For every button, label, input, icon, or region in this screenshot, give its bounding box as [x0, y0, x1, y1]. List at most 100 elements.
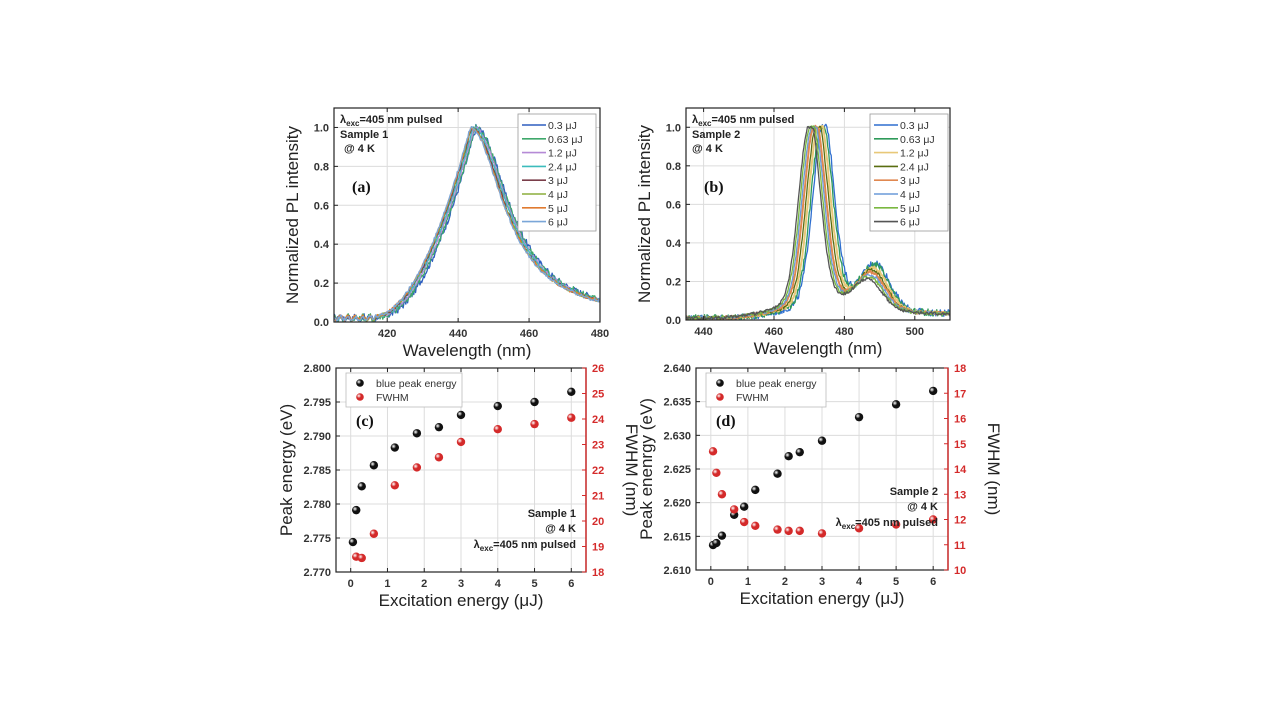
data-point-fwhm	[729, 505, 739, 514]
data-point-peak-energy	[456, 410, 466, 420]
x-tick-label: 3	[458, 578, 464, 590]
legend-marker	[716, 393, 724, 401]
y-tick-label: 0.2	[666, 276, 681, 288]
legend-marker	[716, 379, 724, 387]
data-point-peak-energy	[717, 531, 727, 540]
data-point-peak-energy	[369, 461, 379, 470]
sample-annotation: Sample 1	[528, 508, 576, 520]
temperature-annotation: @ 4 K	[344, 143, 375, 155]
data-point-fwhm	[456, 437, 466, 447]
legend-entry: 3 μJ	[548, 175, 568, 187]
x-tick-label: 1	[745, 576, 751, 588]
y2-tick-label: 18	[954, 363, 966, 375]
data-point-peak-energy	[352, 505, 361, 515]
legend-entry: 1.2 μJ	[900, 148, 929, 160]
y2-tick-label: 10	[954, 565, 966, 577]
y-tick-label: 2.625	[663, 464, 691, 476]
data-point-peak-energy	[784, 452, 793, 461]
legend-box	[345, 372, 463, 408]
data-point-peak-energy	[928, 386, 938, 396]
temperature-annotation: @ 4 K	[907, 501, 938, 513]
x-tick-label: 5	[531, 578, 537, 590]
series-group	[334, 123, 600, 322]
x-tick-label: 460	[765, 326, 783, 338]
y-tick-label: 0.0	[314, 317, 329, 329]
x-tick-label: 440	[449, 328, 467, 340]
x-tick-label: 420	[378, 328, 396, 340]
data-point-peak-energy	[712, 538, 721, 548]
y-tick-label: 2.780	[303, 499, 331, 511]
y2-tick-label: 12	[954, 515, 966, 527]
legend-entry: 0.3 μJ	[900, 120, 929, 132]
plot-frame	[685, 107, 951, 321]
data-point-fwhm	[928, 515, 938, 524]
y2-tick-label: 19	[592, 542, 604, 554]
data-point-fwhm	[390, 481, 400, 490]
y-tick-label: 0.0	[666, 315, 681, 327]
data-point-peak-energy	[891, 400, 901, 409]
y-tick-label: 2.800	[303, 363, 331, 375]
y2-axis-label: FWHM (nm)	[622, 424, 641, 517]
y2-tick-label: 23	[592, 440, 604, 452]
panel-c: 0 1 2 3 4 5 62.7702.7752.7802.7852.7902.7952.8…	[277, 363, 641, 610]
legend-entry: 4 μJ	[548, 189, 568, 201]
y-tick-label: 1.0	[314, 122, 329, 134]
y2-tick-label: 25	[592, 389, 604, 401]
y-tick-label: 2.770	[303, 567, 331, 579]
data-point-fwhm	[773, 525, 782, 534]
data-point-fwhm	[567, 413, 576, 422]
y2-tick-label: 16	[954, 414, 966, 426]
x-tick-label: 2	[782, 576, 788, 588]
data-point-peak-energy	[412, 429, 422, 438]
data-point-fwhm	[369, 529, 379, 538]
plot-frame	[333, 107, 601, 323]
excitation-annotation: λexc=405 nm pulsed	[836, 517, 938, 531]
data-point-peak-energy	[739, 502, 749, 511]
sample-annotation: Sample 2	[890, 486, 938, 498]
y-tick-label: 2.615	[663, 531, 691, 543]
legend-entry: 0.63 μJ	[548, 134, 583, 146]
y-tick-label: 0.2	[314, 278, 329, 290]
y-tick-label: 0.6	[666, 199, 681, 211]
x-tick-label: 4	[495, 578, 502, 590]
y-tick-label: 2.620	[663, 498, 691, 510]
data-point-fwhm	[717, 490, 727, 499]
series-line-7	[334, 126, 600, 322]
y2-tick-label: 24	[592, 414, 605, 426]
data-point-peak-energy	[493, 401, 502, 411]
panel-a: 420 440 460 480 0.0 0.2 0.4 0.6 0.8 1.0 Wavelength…	[283, 107, 609, 360]
data-point-peak-energy	[348, 537, 358, 547]
legend-entry: 0.63 μJ	[900, 134, 935, 146]
y2-tick-label: 17	[954, 388, 966, 400]
panel-label: (c)	[356, 413, 374, 430]
data-point-fwhm	[795, 526, 804, 536]
data-point-fwhm	[739, 517, 749, 527]
data-point-peak-energy	[854, 412, 864, 422]
legend-entry: blue peak energy	[376, 378, 457, 390]
y-tick-label: 0.6	[314, 200, 329, 212]
legend-entry: 1.2 μJ	[548, 148, 577, 160]
x-axis-label: Wavelength (nm)	[403, 341, 532, 360]
panel-b: 440 460 480 500 0.0 0.2 0.4 0.6 0.8 1.0 Wavelength…	[635, 107, 951, 358]
data-point-peak-energy	[817, 436, 827, 445]
y2-axis-label: FWHM (nm)	[984, 423, 1003, 516]
y-tick-label: 2.610	[663, 565, 691, 577]
legend-entry: 5 μJ	[900, 203, 920, 215]
y-tick-label: 0.8	[666, 161, 681, 173]
x-tick-label: 440	[694, 326, 712, 338]
data-point-fwhm	[493, 425, 502, 434]
x-tick-label: 460	[520, 328, 538, 340]
y-axis-label: Peak enenrgy (eV)	[637, 398, 656, 540]
legend-entry: 6 μJ	[548, 217, 568, 229]
data-point-fwhm	[712, 468, 721, 477]
y2-tick-label: 20	[592, 516, 604, 528]
temperature-annotation: @ 4 K	[692, 143, 723, 155]
x-tick-label: 1	[384, 578, 390, 590]
legend-box	[517, 113, 597, 232]
panel-label: (b)	[704, 179, 724, 196]
legend-entry: 3 μJ	[900, 175, 920, 187]
data-point-fwhm	[891, 520, 901, 529]
legend-entry: FWHM	[736, 392, 769, 404]
y-tick-label: 1.0	[666, 122, 681, 134]
y2-tick-label: 13	[954, 489, 966, 501]
